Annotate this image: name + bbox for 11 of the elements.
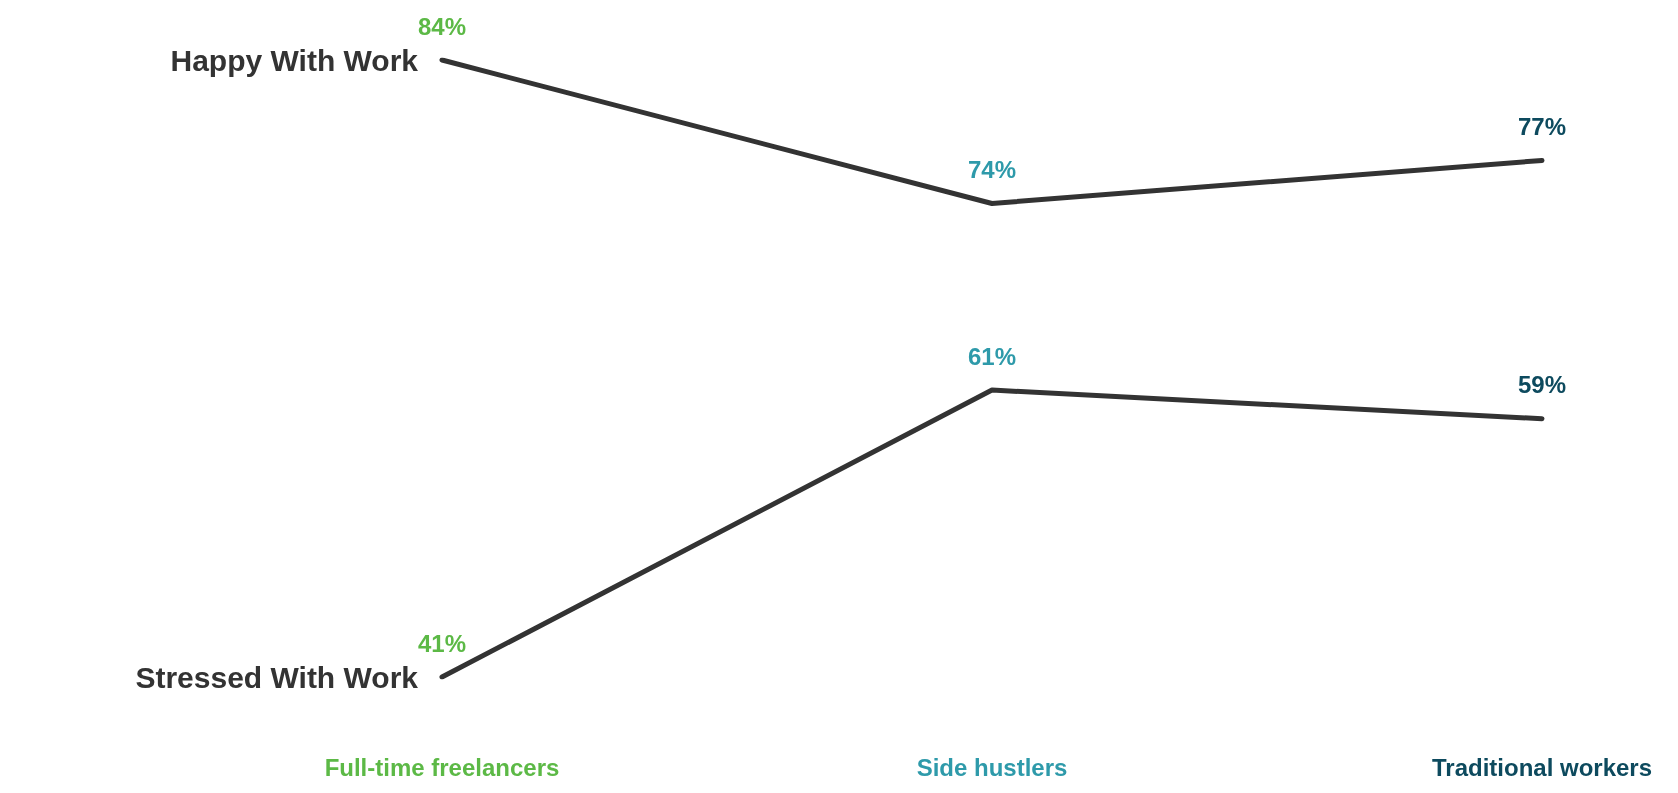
data-label: 77% bbox=[1517, 112, 1567, 140]
x-tick-label: Full-time freelancers bbox=[324, 753, 560, 781]
series-label: Stressed With Work bbox=[135, 660, 419, 694]
x-tick-label: Traditional workers bbox=[1431, 753, 1653, 781]
data-label: 59% bbox=[1517, 371, 1567, 399]
data-label: 61% bbox=[967, 342, 1017, 370]
data-label: 84% bbox=[417, 12, 467, 40]
data-label: 74% bbox=[967, 155, 1017, 183]
series-label: Happy With Work bbox=[170, 43, 419, 77]
x-tick-label: Side hustlers bbox=[916, 753, 1068, 781]
data-label: 41% bbox=[417, 629, 467, 657]
